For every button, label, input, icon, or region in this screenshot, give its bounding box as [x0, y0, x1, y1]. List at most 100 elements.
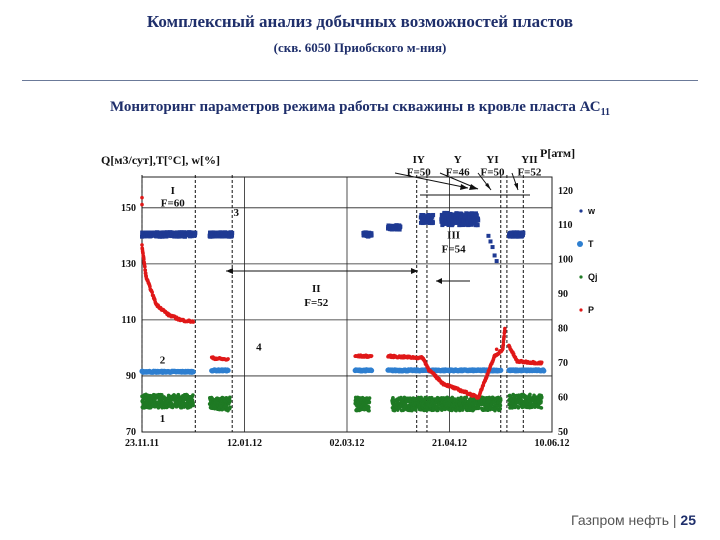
arrows [226, 172, 530, 284]
arrowhead-right [411, 268, 418, 274]
point-Qj [476, 406, 481, 410]
point-w [445, 210, 450, 215]
y-right-tick-label: 110 [558, 220, 572, 231]
point-w [230, 233, 235, 238]
point-w [369, 233, 374, 238]
chart-heading-text: Мониторинг параметров режима работы сква… [109, 99, 601, 115]
point-Qj [191, 393, 195, 397]
annotation-label: Y [454, 154, 462, 166]
marker-w [488, 239, 493, 244]
annotation-label: F=46 [446, 167, 470, 179]
marker-w [490, 245, 495, 250]
x-tick-label: 21.04.12 [432, 438, 467, 449]
annotation-label: 3 [234, 207, 240, 219]
point-P [150, 290, 154, 295]
legend: w T Qj P [577, 206, 598, 315]
point-T [225, 367, 231, 374]
arrowhead-left [226, 268, 233, 274]
point-T [498, 367, 504, 373]
point-Qj [519, 397, 523, 402]
legend-label: P [588, 305, 594, 315]
footer-brand: Газпром нефть [571, 512, 669, 528]
point-P [226, 357, 230, 361]
legend-label: T [588, 239, 594, 249]
marker-w [494, 259, 499, 264]
chart-heading-subscript: 11 [600, 107, 611, 118]
data-marks [139, 195, 547, 413]
annotation-label: F=60 [161, 197, 185, 209]
y-left-tick-label: 130 [121, 259, 136, 270]
legend-marker [579, 275, 583, 279]
point-Qj [367, 408, 371, 413]
point-w [431, 212, 436, 217]
arrow-stage-4 [394, 172, 469, 189]
y-left-tick-label: 70 [126, 427, 136, 438]
point-Qj [498, 398, 503, 403]
y-left-tick-label: 110 [122, 315, 136, 326]
y-right-tick-label: 60 [558, 393, 568, 404]
annotation-label: II [312, 283, 321, 295]
point-Qj [367, 396, 372, 400]
marker-P [140, 195, 144, 200]
point-Qj [464, 395, 469, 400]
annotation-label: F=50 [481, 167, 505, 179]
point-P [502, 334, 506, 338]
annotation-label: I [171, 185, 175, 197]
point-Qj [528, 392, 532, 397]
point-w [476, 218, 481, 223]
slide-title: Комплексный анализ добычных возможностей… [146, 12, 574, 31]
point-w [457, 219, 462, 224]
marker-w [486, 233, 491, 238]
point-w [397, 227, 402, 232]
slide-subtitle: (скв. 6050 Приобского м-ния) [273, 40, 447, 55]
marker-P [140, 202, 144, 207]
annotation-label: III [447, 230, 460, 242]
point-w [459, 211, 464, 216]
point-w [441, 218, 446, 223]
point-T [541, 368, 547, 374]
annotations: IF=603241IIF=52IIIF=54IYF=50YF=46YIF=50Y… [160, 154, 542, 425]
point-w [521, 231, 526, 236]
point-T [369, 367, 375, 374]
x-tick-label: 02.03.12 [330, 438, 365, 449]
annotation-label: F=50 [407, 167, 431, 179]
tick-labels: 23.11.11 12.01.12 02.03.12 21.04.12 10.06.12… [121, 186, 573, 449]
point-P [140, 243, 144, 247]
point-Qj [367, 400, 372, 404]
point-P [484, 375, 489, 379]
x-tick-label: 23.11.11 [125, 438, 159, 449]
point-w [430, 220, 435, 225]
y-left-label: Q[м3/сут],T[°C], w[%] [101, 153, 220, 167]
point-w [474, 213, 479, 218]
point-Qj [160, 392, 164, 397]
point-Qj [539, 399, 543, 404]
arrowhead-s7 [514, 183, 518, 190]
legend-marker [577, 241, 583, 247]
point-w [465, 218, 470, 223]
point-Qj [367, 405, 371, 410]
point-w [230, 230, 235, 235]
annotation-label: YII [521, 154, 538, 166]
annotation-label: F=52 [517, 167, 541, 179]
y-left-tick-label: 150 [121, 203, 136, 214]
point-Qj [498, 407, 503, 411]
y-right-tick-label: 100 [558, 255, 573, 266]
marker-P [494, 347, 499, 352]
annotation-label: F=54 [442, 244, 466, 256]
point-Qj [176, 392, 181, 397]
arrowhead-s5 [469, 184, 478, 190]
arrowhead-p4 [436, 278, 442, 284]
point-Qj [498, 403, 503, 408]
marker-w [492, 253, 497, 258]
arrowhead-s6 [485, 183, 491, 190]
y-right-tick-label: 120 [558, 186, 573, 197]
point-w [398, 224, 403, 229]
chart-heading: Мониторинг параметров режима работы сква… [0, 99, 720, 118]
point-w [369, 231, 374, 236]
point-w [193, 230, 198, 235]
y-left-tick-label: 90 [126, 371, 136, 382]
x-tick-label: 10.06.12 [535, 438, 570, 449]
point-Qj [228, 395, 232, 400]
footer-page-number: 25 [680, 512, 696, 528]
legend-marker [579, 209, 583, 213]
